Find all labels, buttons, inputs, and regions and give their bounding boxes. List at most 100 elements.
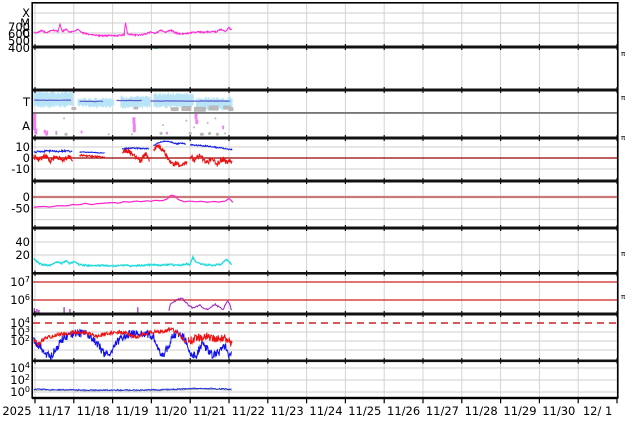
axis-tick-label: 0 [23, 190, 30, 204]
divider-tick [73, 270, 75, 277]
divider-tick [422, 358, 424, 364]
axis-tick-label: 104 [10, 361, 30, 375]
divider-tick [73, 225, 75, 231]
scatter-dot [224, 132, 227, 135]
divider-tick [267, 270, 269, 277]
scatter-dot [107, 133, 110, 136]
divider-tick [267, 178, 269, 184]
divider-tick [228, 178, 230, 184]
axis-tick-label: 20 [15, 248, 30, 262]
divider-tick [461, 358, 463, 364]
divider-tick [112, 358, 114, 364]
axis-tick-label: 102 [10, 334, 30, 348]
divider-tick [228, 44, 230, 50]
scatter-dot [208, 105, 219, 111]
x-axis-day-label: 11/24 [309, 404, 342, 418]
divider-tick [422, 87, 424, 93]
divider-tick [538, 44, 540, 50]
axis-tick-label: C [22, 26, 30, 40]
divider-tick [577, 270, 579, 277]
divider-tick [150, 87, 152, 93]
divider-tick [267, 135, 269, 141]
x-axis-day-label: 11/28 [465, 404, 498, 418]
divider-tick [422, 270, 424, 277]
scatter-dot [206, 121, 209, 124]
divider-tick [73, 135, 75, 141]
divider-tick [228, 270, 230, 277]
divider-tick [383, 270, 385, 277]
bt-blue-trace [33, 140, 233, 154]
divider-tick [228, 135, 230, 141]
divider-tick [150, 178, 152, 184]
divider-tick [461, 44, 463, 50]
axis-tick-label: M [20, 16, 30, 30]
divider-tick [34, 135, 36, 141]
divider-tick [577, 178, 579, 184]
panel-temp [33, 91, 617, 113]
divider-tick [422, 311, 424, 317]
divider-tick [73, 178, 75, 184]
divider-tick [150, 44, 152, 50]
divider-tick [383, 44, 385, 50]
axis-tick-label: 103 [10, 325, 30, 339]
right-axis-mark: π [621, 50, 626, 58]
divider-tick [344, 87, 346, 93]
x-axis-day-label: 11/25 [348, 404, 381, 418]
axis-tick-label: 400 [8, 41, 30, 55]
divider-tick [73, 44, 75, 50]
scatter-dot [194, 113, 198, 120]
divider-tick [189, 225, 191, 231]
panel-pflux [33, 315, 617, 360]
scatter-dot [131, 133, 133, 136]
divider-tick [383, 225, 385, 231]
divider-tick [344, 44, 346, 50]
divider-tick [34, 270, 36, 277]
divider-tick [189, 178, 191, 184]
scatter-dot [193, 106, 206, 112]
x-axis-day-label: 11/17 [38, 404, 71, 418]
divider-tick [189, 311, 191, 317]
scatter-dot [80, 130, 83, 134]
panel-speed [34, 48, 617, 89]
right-axis-mark: π [621, 94, 626, 102]
axis-tick-label: 106 [10, 293, 30, 307]
right-axis-mark: π [621, 293, 626, 301]
divider-tick [228, 225, 230, 231]
divider-tick [344, 135, 346, 141]
divider-tick [189, 358, 191, 364]
panel-divider [32, 359, 618, 363]
scatter-dot [214, 117, 217, 120]
divider-tick [383, 311, 385, 317]
axis-tick-label: 600 [8, 27, 30, 41]
scatter-dot [132, 123, 136, 133]
divider-tick [500, 225, 502, 231]
divider-tick [461, 225, 463, 231]
divider-tick [383, 358, 385, 364]
divider-tick [538, 225, 540, 231]
scatter-dot [165, 131, 168, 135]
divider-tick [344, 225, 346, 231]
divider-tick [344, 311, 346, 317]
divider-tick [538, 135, 540, 141]
divider-tick [267, 225, 269, 231]
panel-xray [33, 4, 617, 46]
panel-divider [32, 312, 618, 316]
divider-tick [112, 135, 114, 141]
divider-tick [538, 311, 540, 317]
divider-tick [500, 87, 502, 93]
divider-tick [344, 270, 346, 277]
axis-tick-label: 100 [10, 385, 30, 399]
x-axis-day-label: 11/27 [426, 404, 459, 418]
scatter-dot [208, 132, 212, 136]
divider-tick [34, 311, 36, 317]
divider-tick [73, 358, 75, 364]
divider-tick [538, 358, 540, 364]
divider-tick [306, 270, 308, 277]
scatter-dot [215, 132, 219, 136]
proton-flux-red-trace [33, 326, 233, 348]
divider-tick [461, 311, 463, 317]
divider-tick [538, 87, 540, 93]
axis-tick-label: -50 [11, 201, 30, 215]
